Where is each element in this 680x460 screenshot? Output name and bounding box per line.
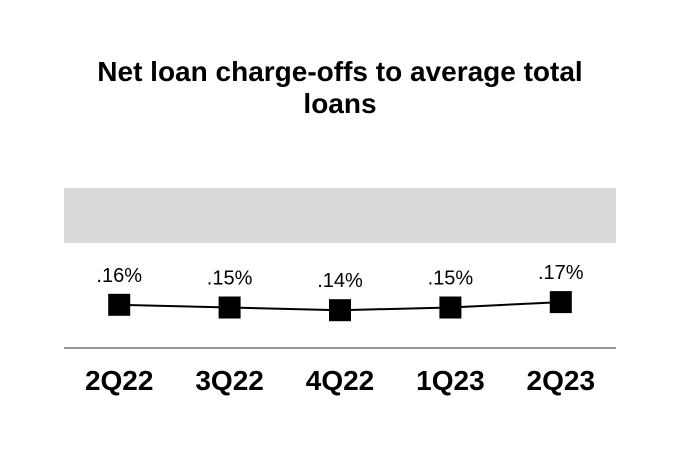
data-point-marker bbox=[549, 291, 572, 314]
data-point-marker bbox=[108, 293, 131, 316]
data-label: .16% bbox=[96, 265, 142, 287]
x-axis-label: 2Q23 bbox=[527, 365, 596, 396]
data-label: .17% bbox=[538, 262, 584, 284]
highlight-band bbox=[64, 188, 616, 243]
data-label: .14% bbox=[317, 270, 363, 292]
x-axis-label: 4Q22 bbox=[306, 365, 375, 396]
x-axis-line bbox=[64, 347, 616, 349]
chart-title: Net loan charge-offs to average total lo… bbox=[97, 56, 583, 119]
data-point-marker bbox=[218, 296, 241, 319]
data-label: .15% bbox=[207, 268, 253, 290]
x-axis-label: 2Q22 bbox=[85, 365, 154, 396]
x-axis-label: 3Q22 bbox=[195, 365, 264, 396]
data-label: .15% bbox=[428, 268, 474, 290]
data-point-marker bbox=[329, 299, 351, 322]
x-axis-label: 1Q23 bbox=[416, 365, 485, 396]
data-point-marker bbox=[439, 296, 462, 319]
